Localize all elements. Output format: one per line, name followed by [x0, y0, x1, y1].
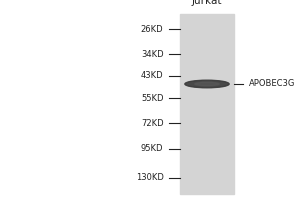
Text: 72KD: 72KD — [141, 119, 164, 128]
Text: 43KD: 43KD — [141, 71, 164, 80]
Text: Jurkat: Jurkat — [192, 0, 222, 6]
Ellipse shape — [195, 82, 219, 86]
Text: APOBEC3G: APOBEC3G — [249, 79, 296, 88]
Text: 130KD: 130KD — [136, 173, 164, 182]
Text: 34KD: 34KD — [141, 50, 164, 59]
Text: 26KD: 26KD — [141, 25, 164, 34]
Text: 55KD: 55KD — [141, 94, 164, 103]
Ellipse shape — [185, 80, 229, 88]
Text: 95KD: 95KD — [141, 144, 164, 153]
Bar — [180, 14, 234, 194]
